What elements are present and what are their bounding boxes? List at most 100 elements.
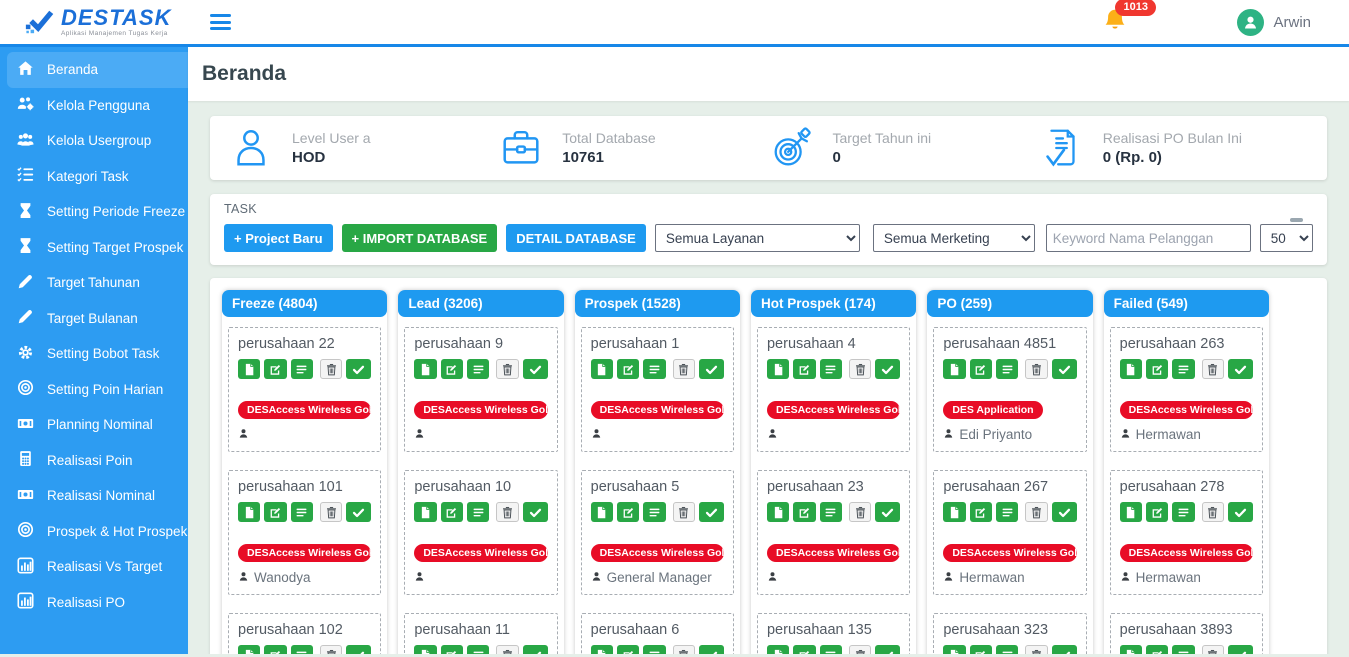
task-card[interactable]: perusahaan 102 — [228, 613, 382, 654]
list-button[interactable] — [995, 502, 1019, 522]
sidebar-item-realisasi-poin[interactable]: Realisasi Poin — [0, 443, 188, 479]
sidebar-item-kategori-task[interactable]: Kategori Task — [0, 159, 188, 195]
task-card[interactable]: perusahaan 9 DESAccess Wireless Gold — [404, 327, 558, 452]
file-button[interactable] — [1119, 359, 1142, 379]
check-button[interactable] — [698, 502, 724, 522]
edit-button[interactable] — [1145, 502, 1169, 522]
trash-button[interactable] — [319, 359, 343, 379]
sidebar-item-target-bulanan[interactable]: Target Bulanan — [0, 301, 188, 337]
check-button[interactable] — [1051, 645, 1077, 654]
check-button[interactable] — [522, 645, 548, 654]
check-button[interactable] — [698, 645, 724, 654]
task-card[interactable]: perusahaan 263 DESAccess Wireless Gold Her… — [1109, 327, 1263, 452]
edit-button[interactable] — [793, 359, 816, 379]
file-button[interactable] — [943, 502, 966, 522]
check-button[interactable] — [346, 645, 372, 654]
edit-button[interactable] — [264, 359, 287, 379]
file-button[interactable] — [238, 502, 261, 522]
list-button[interactable] — [290, 359, 313, 379]
file-button[interactable] — [1119, 502, 1142, 522]
hamburger-icon[interactable] — [206, 7, 235, 38]
file-button[interactable] — [238, 645, 261, 654]
check-button[interactable] — [522, 359, 548, 379]
file-button[interactable] — [590, 359, 613, 379]
task-card[interactable]: perusahaan 4851 DES Application Edi Priyan… — [933, 327, 1087, 452]
edit-button[interactable] — [440, 645, 463, 654]
check-button[interactable] — [1227, 645, 1253, 654]
sidebar-item-beranda[interactable]: Beranda — [7, 52, 188, 88]
sidebar-item-realisasi-po[interactable]: Realisasi PO — [0, 585, 188, 621]
trash-button[interactable] — [672, 645, 695, 654]
detail-database-button[interactable]: DETAIL DATABASE — [506, 224, 646, 252]
trash-button[interactable] — [848, 502, 872, 522]
check-button[interactable] — [346, 359, 372, 379]
trash-button[interactable] — [1025, 645, 1048, 654]
task-card[interactable]: perusahaan 101 DESAccess Wireless Gold Wan… — [228, 470, 382, 595]
trash-button[interactable] — [319, 645, 343, 654]
check-button[interactable] — [1051, 359, 1077, 379]
list-button[interactable] — [819, 645, 842, 654]
trash-button[interactable] — [672, 359, 695, 379]
marketing-select[interactable]: Semua Merketing — [872, 224, 1035, 252]
sidebar-item-setting-periode-freeze[interactable]: Setting Periode Freeze — [0, 194, 188, 230]
file-button[interactable] — [590, 502, 613, 522]
check-button[interactable] — [875, 502, 901, 522]
list-button[interactable] — [819, 502, 842, 522]
file-button[interactable] — [238, 359, 261, 379]
import-database-button[interactable]: + IMPORT DATABASE — [341, 224, 498, 252]
edit-button[interactable] — [969, 502, 992, 522]
edit-button[interactable] — [264, 645, 287, 654]
task-card[interactable]: perusahaan 23 DESAccess Wireless Gold — [756, 470, 911, 595]
task-card[interactable]: perusahaan 22 DESAccess Wireless Gold — [228, 327, 382, 452]
keyword-search-input[interactable] — [1045, 224, 1251, 252]
check-button[interactable] — [1051, 502, 1077, 522]
file-button[interactable] — [414, 502, 437, 522]
edit-button[interactable] — [264, 502, 287, 522]
project-baru-button[interactable]: + Project Baru — [224, 224, 333, 252]
minus-icon[interactable] — [1290, 218, 1303, 222]
list-button[interactable] — [466, 502, 490, 522]
list-button[interactable] — [1172, 645, 1195, 654]
trash-button[interactable] — [848, 645, 872, 654]
list-button[interactable] — [643, 502, 666, 522]
trash-button[interactable] — [319, 502, 343, 522]
task-card[interactable]: perusahaan 278 DESAccess Wireless Gold Her… — [1109, 470, 1263, 595]
list-button[interactable] — [290, 645, 313, 654]
edit-button[interactable] — [1145, 645, 1169, 654]
list-button[interactable] — [819, 359, 842, 379]
task-card[interactable]: perusahaan 5 DESAccess Wireless Gold Gener… — [580, 470, 734, 595]
check-button[interactable] — [522, 502, 548, 522]
trash-button[interactable] — [672, 502, 695, 522]
edit-button[interactable] — [616, 502, 640, 522]
sidebar-item-prospek-hot-prospek[interactable]: Prospek & Hot Prospek — [0, 514, 188, 550]
check-button[interactable] — [346, 502, 372, 522]
edit-button[interactable] — [440, 502, 463, 522]
edit-button[interactable] — [793, 502, 816, 522]
trash-button[interactable] — [848, 359, 872, 379]
list-button[interactable] — [466, 359, 490, 379]
check-button[interactable] — [1227, 359, 1253, 379]
task-card[interactable]: perusahaan 6 — [580, 613, 734, 654]
task-card[interactable]: perusahaan 1 DESAccess Wireless Gold — [580, 327, 734, 452]
trash-button[interactable] — [1025, 359, 1048, 379]
list-button[interactable] — [466, 645, 490, 654]
task-card[interactable]: perusahaan 267 DESAccess Wireless Gold Her… — [933, 470, 1087, 595]
trash-button[interactable] — [1201, 502, 1224, 522]
sidebar-item-setting-target-prospek[interactable]: Setting Target Prospek — [0, 230, 188, 266]
file-button[interactable] — [766, 359, 790, 379]
trash-button[interactable] — [1025, 502, 1048, 522]
list-button[interactable] — [643, 359, 666, 379]
edit-button[interactable] — [969, 359, 992, 379]
task-card[interactable]: perusahaan 10 DESAccess Wireless Gold — [404, 470, 558, 595]
list-button[interactable] — [1172, 359, 1195, 379]
sidebar-item-realisasi-vs-target[interactable]: Realisasi Vs Target — [0, 549, 188, 585]
file-button[interactable] — [414, 359, 437, 379]
trash-button[interactable] — [1201, 359, 1224, 379]
trash-button[interactable] — [1201, 645, 1224, 654]
file-button[interactable] — [1119, 645, 1142, 654]
list-button[interactable] — [1172, 502, 1195, 522]
sidebar-item-realisasi-nominal[interactable]: Realisasi Nominal — [0, 478, 188, 514]
edit-button[interactable] — [793, 645, 816, 654]
sidebar-item-kelola-pengguna[interactable]: Kelola Pengguna — [0, 88, 188, 124]
sidebar-item-planning-nominal[interactable]: Planning Nominal — [0, 407, 188, 443]
